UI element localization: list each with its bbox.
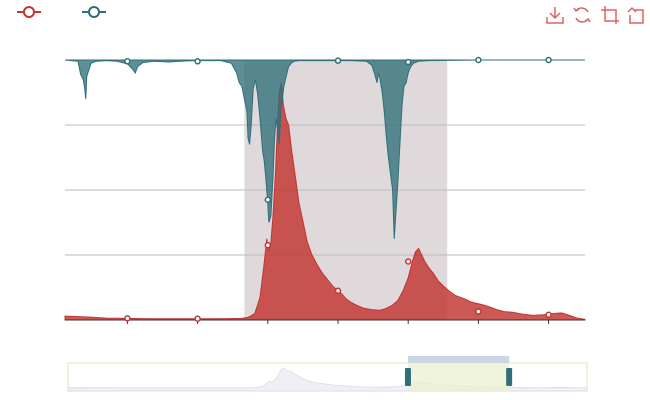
data-point-b[interactable] bbox=[475, 56, 482, 64]
data-point-a[interactable] bbox=[194, 315, 201, 322]
data-point-b[interactable] bbox=[545, 56, 552, 64]
data-point-b[interactable] bbox=[124, 58, 131, 65]
refresh-icon[interactable] bbox=[573, 7, 591, 23]
slider-handle-end[interactable] bbox=[506, 368, 513, 386]
slider-move-bar[interactable] bbox=[407, 356, 510, 363]
data-point-a[interactable] bbox=[545, 311, 552, 319]
data-point-b[interactable] bbox=[334, 57, 342, 64]
series-layer bbox=[64, 59, 586, 321]
data-point-a[interactable] bbox=[124, 315, 131, 322]
slider-handle-start[interactable] bbox=[404, 368, 411, 386]
axis-layer bbox=[65, 59, 585, 324]
download-icon[interactable] bbox=[546, 7, 564, 24]
zoom-back-icon[interactable] bbox=[627, 6, 644, 24]
slider-window[interactable] bbox=[407, 363, 510, 391]
data-point-b[interactable] bbox=[404, 58, 412, 66]
legend-item-series-a[interactable] bbox=[17, 6, 41, 18]
data-zoom-slider[interactable] bbox=[67, 356, 588, 392]
legend-item-series-b[interactable] bbox=[82, 6, 106, 18]
data-point-a[interactable] bbox=[404, 258, 412, 265]
toolbox bbox=[546, 6, 644, 24]
series-area-b bbox=[64, 59, 585, 239]
legend bbox=[17, 6, 106, 18]
data-point-a[interactable] bbox=[475, 308, 482, 315]
data-point-a[interactable] bbox=[264, 242, 272, 249]
series-area-a bbox=[64, 82, 586, 321]
data-point-b[interactable] bbox=[194, 58, 201, 65]
zoom-select-icon[interactable] bbox=[601, 6, 619, 24]
marker-layer bbox=[124, 56, 552, 322]
data-point-a[interactable] bbox=[334, 287, 342, 294]
data-point-b[interactable] bbox=[264, 196, 272, 203]
